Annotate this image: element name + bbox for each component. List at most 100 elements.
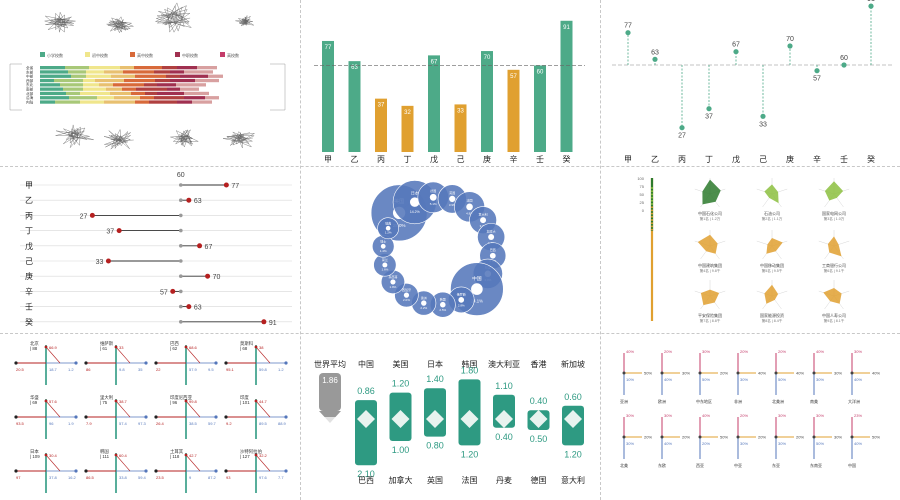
cross-up-8: 30.4: [49, 453, 58, 458]
value-label-戊: 67: [205, 244, 213, 251]
row-label-4: 东北: [26, 82, 34, 87]
stack-seg-3-5: [155, 78, 170, 83]
bottom-label-德国: 德国: [531, 475, 547, 485]
bubble-ring-svg: 美国28.0%日本14.2%德国5.1%英国3.9%法国4.8%意大利3.3%加…: [370, 180, 507, 318]
arrow-down-val-0: 10%: [626, 377, 634, 382]
tick-label-庚: 庚: [786, 154, 794, 164]
bar-甲: [322, 40, 334, 152]
bar-丁: [401, 105, 414, 152]
scale-dot-7: [651, 209, 653, 212]
map-blob-7: [222, 131, 255, 149]
value-label-甲: 77: [231, 183, 239, 190]
dot-value-己: 33: [759, 121, 767, 128]
diamond-日本: [426, 410, 444, 428]
radar-shape-4: [766, 238, 783, 254]
dot-甲: [625, 30, 631, 36]
bubble-value-瑞士: 1.4%: [380, 249, 387, 253]
tick-label-甲: 甲: [324, 155, 332, 164]
cross-code-9: | 111: [100, 454, 110, 459]
arrow-origin-8: [660, 435, 664, 439]
cross-code-7: | 101: [240, 400, 250, 405]
stack-seg-5-1: [63, 87, 83, 91]
radar-rank-3: 第4名 | 9.8千: [700, 268, 721, 273]
cross-right-val-1: 35: [138, 367, 143, 372]
tick-label-乙: 乙: [351, 155, 359, 164]
cross-down-2: 57.9: [189, 367, 198, 372]
dumbbell-horizontal-svg: 60 甲 77 乙 63 丙 27 丁 37 戊 67 己 33 庚 70 辛 57 壬 63 癸 91: [20, 172, 292, 327]
arrow-name-11: 东亚: [772, 462, 780, 468]
scale-dot-2: [651, 193, 653, 196]
value-label-庚: 70: [213, 274, 221, 281]
bubble-value-美国: 28.0%: [393, 223, 406, 228]
legend-label-4: 高校数: [227, 52, 239, 58]
radar-rank-2: 第3名 | 1.0万: [824, 216, 845, 221]
bubble-core-墨西哥: [390, 279, 396, 285]
dot-value-甲: 77: [624, 23, 632, 30]
arrow-right-val-0: 50%: [644, 371, 652, 376]
lollipop-vertical-svg: 77 甲 63 乙 27 丙 37 丁 67 戊 33 己 70 庚 57 辛 60 壬 91 癸: [612, 0, 892, 164]
cross-down-8: 37.8: [49, 475, 58, 480]
cross-right-val-6: 59.7: [208, 421, 217, 426]
world-value: 1.86: [322, 376, 338, 385]
row-label-7: 沿海: [26, 95, 34, 100]
stack-seg-1-2: [86, 70, 104, 74]
bubble-core-瑞典: [385, 225, 391, 231]
value-label-乙: 63: [194, 198, 202, 205]
cross-left-val-7: 9.2: [226, 421, 232, 426]
cross-diag-10: [185, 454, 201, 472]
base-dot-己: [179, 259, 183, 263]
scale-dot-6: [651, 206, 653, 209]
base-dot-乙: [179, 198, 183, 202]
arrow-name-3: 非洲: [734, 398, 742, 404]
stack-seg-2-3: [111, 74, 135, 78]
stack-seg-5-5: [136, 87, 167, 91]
radar-shape-6: [700, 289, 720, 306]
stack-seg-6-5: [145, 91, 157, 96]
arrow-right-val-8: 20%: [682, 435, 690, 440]
stack-seg-0-2: [89, 66, 120, 70]
cross-down-5: 57.4: [119, 421, 128, 426]
base-dot-甲: [179, 183, 183, 187]
bubble-value-荷兰: 1.6%: [381, 268, 388, 272]
cross-name-4: 华盛: [30, 394, 39, 401]
cross-code-10: | 118: [170, 454, 180, 459]
stack-seg-1-1: [68, 70, 86, 74]
arrow-name-13: 中国: [848, 462, 856, 468]
stack-seg-3-6: [170, 78, 195, 83]
cross-diag-5: [115, 400, 131, 418]
cross-up-0: 66.9: [49, 345, 58, 350]
bracket-right: [270, 63, 286, 111]
arrow-right-val-1: 30%: [682, 371, 690, 376]
tick-label-壬: 壬: [536, 154, 544, 164]
stack-seg-4-3: [99, 83, 113, 87]
stack-seg-2-6: [180, 74, 208, 78]
arrow-top-val-1: 20%: [664, 349, 672, 354]
base-dot-癸: [179, 320, 183, 324]
bar-chart-svg: 77 甲 63 乙 37 丙 32 丁 67 戊 33 己 70 庚 57 辛 60 壬 91 癸: [314, 20, 585, 164]
cross-name-1: 维萨斯: [100, 340, 114, 347]
top-label-日本: 日本: [427, 359, 443, 369]
stack-seg-6-4: [131, 91, 145, 96]
bar-value-甲: 77: [325, 45, 332, 51]
cross-name-11: 沙特阿拉伯: [240, 448, 262, 455]
stack-seg-4-1: [60, 83, 83, 87]
stack-seg-1-3: [104, 70, 123, 74]
arrow-top-val-4: 20%: [778, 349, 786, 354]
bubble-value-中国: 24.1%: [471, 298, 483, 303]
radar-shape-2: [824, 181, 844, 201]
stack-seg-1-6: [170, 70, 184, 74]
cross-dot-right-9: [144, 469, 148, 473]
world-bar: [319, 373, 341, 411]
value-dot-丙: [89, 212, 95, 218]
stack-seg-0-1: [65, 66, 89, 70]
row-label-2: 中部: [26, 74, 34, 79]
top-value-美国: 1.20: [392, 379, 410, 389]
bottom-value-巴西: 2.10: [357, 469, 375, 479]
cross-dot-right-5: [144, 415, 148, 419]
bar-戊: [428, 55, 440, 152]
map-blob-2: [154, 2, 192, 33]
value-dot-庚: [205, 273, 211, 279]
stack-seg-8-7: [192, 100, 212, 104]
panel-butterfly: 世界平均 1.86 中国 0.86 2.10 巴西 美国 1.20 1.00 加拿大 日本 1.40 0…: [300, 333, 600, 500]
